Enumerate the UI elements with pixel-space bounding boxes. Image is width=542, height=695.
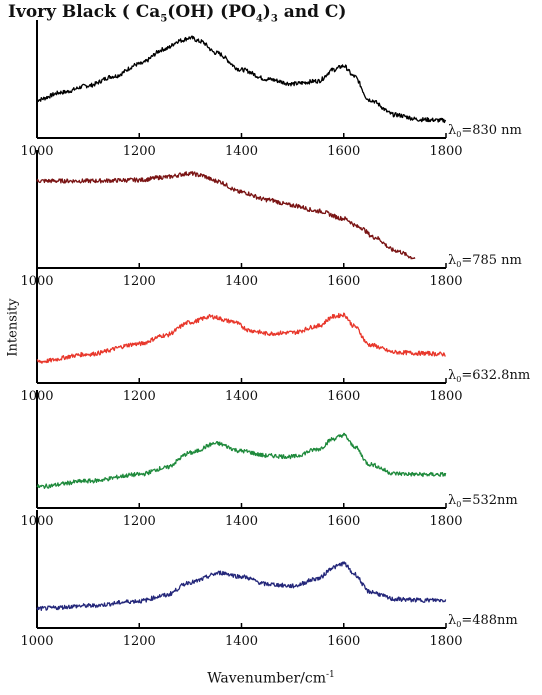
x-tick-label: 1800 — [429, 144, 462, 159]
x-tick-label: 1400 — [225, 274, 258, 289]
x-tick-label: 1400 — [225, 634, 258, 649]
series-label: λ0=785 nm — [448, 253, 522, 269]
x-tick-label: 1600 — [327, 634, 360, 649]
x-axis-label: Wavenumber/cm-1 — [207, 670, 335, 687]
x-tick-label: 1800 — [429, 514, 462, 529]
x-tick-label: 1600 — [327, 514, 360, 529]
chart-title: Ivory Black ( Ca5(OH) (PO4)3 and C) — [8, 2, 347, 25]
x-tick-label: 1800 — [429, 274, 462, 289]
x-tick-label: 1200 — [123, 144, 156, 159]
spectrum-line — [36, 312, 446, 364]
spectrum-line — [36, 35, 447, 124]
x-tick-label: 1600 — [327, 389, 360, 404]
x-tick-label: 1600 — [327, 274, 360, 289]
series-label: λ0=488nm — [448, 613, 518, 629]
x-tick-label: 1600 — [327, 144, 360, 159]
x-tick-label: 1400 — [225, 144, 258, 159]
x-tick-label: 1200 — [123, 389, 156, 404]
series-label: λ0=830 nm — [448, 123, 522, 139]
x-tick-label: 1200 — [123, 634, 156, 649]
spectrum-line — [36, 561, 447, 612]
spectrum-line — [36, 170, 416, 260]
series-label: λ0=532nm — [448, 493, 518, 509]
x-tick-label: 1800 — [429, 634, 462, 649]
x-tick-label: 1200 — [123, 514, 156, 529]
series-label: λ0=632.8nm — [448, 368, 530, 384]
x-tick-label: 1400 — [225, 389, 258, 404]
y-axis-label: Intensity — [5, 298, 21, 357]
x-tick-label: 1400 — [225, 514, 258, 529]
x-tick-label: 1800 — [429, 389, 462, 404]
spectrum-line — [36, 432, 447, 489]
x-tick-label: 1200 — [123, 274, 156, 289]
x-tick-label: 1000 — [20, 634, 53, 649]
panel-5: 1000 1200 1400 1600 1800 λ0=488nm — [20, 510, 518, 649]
